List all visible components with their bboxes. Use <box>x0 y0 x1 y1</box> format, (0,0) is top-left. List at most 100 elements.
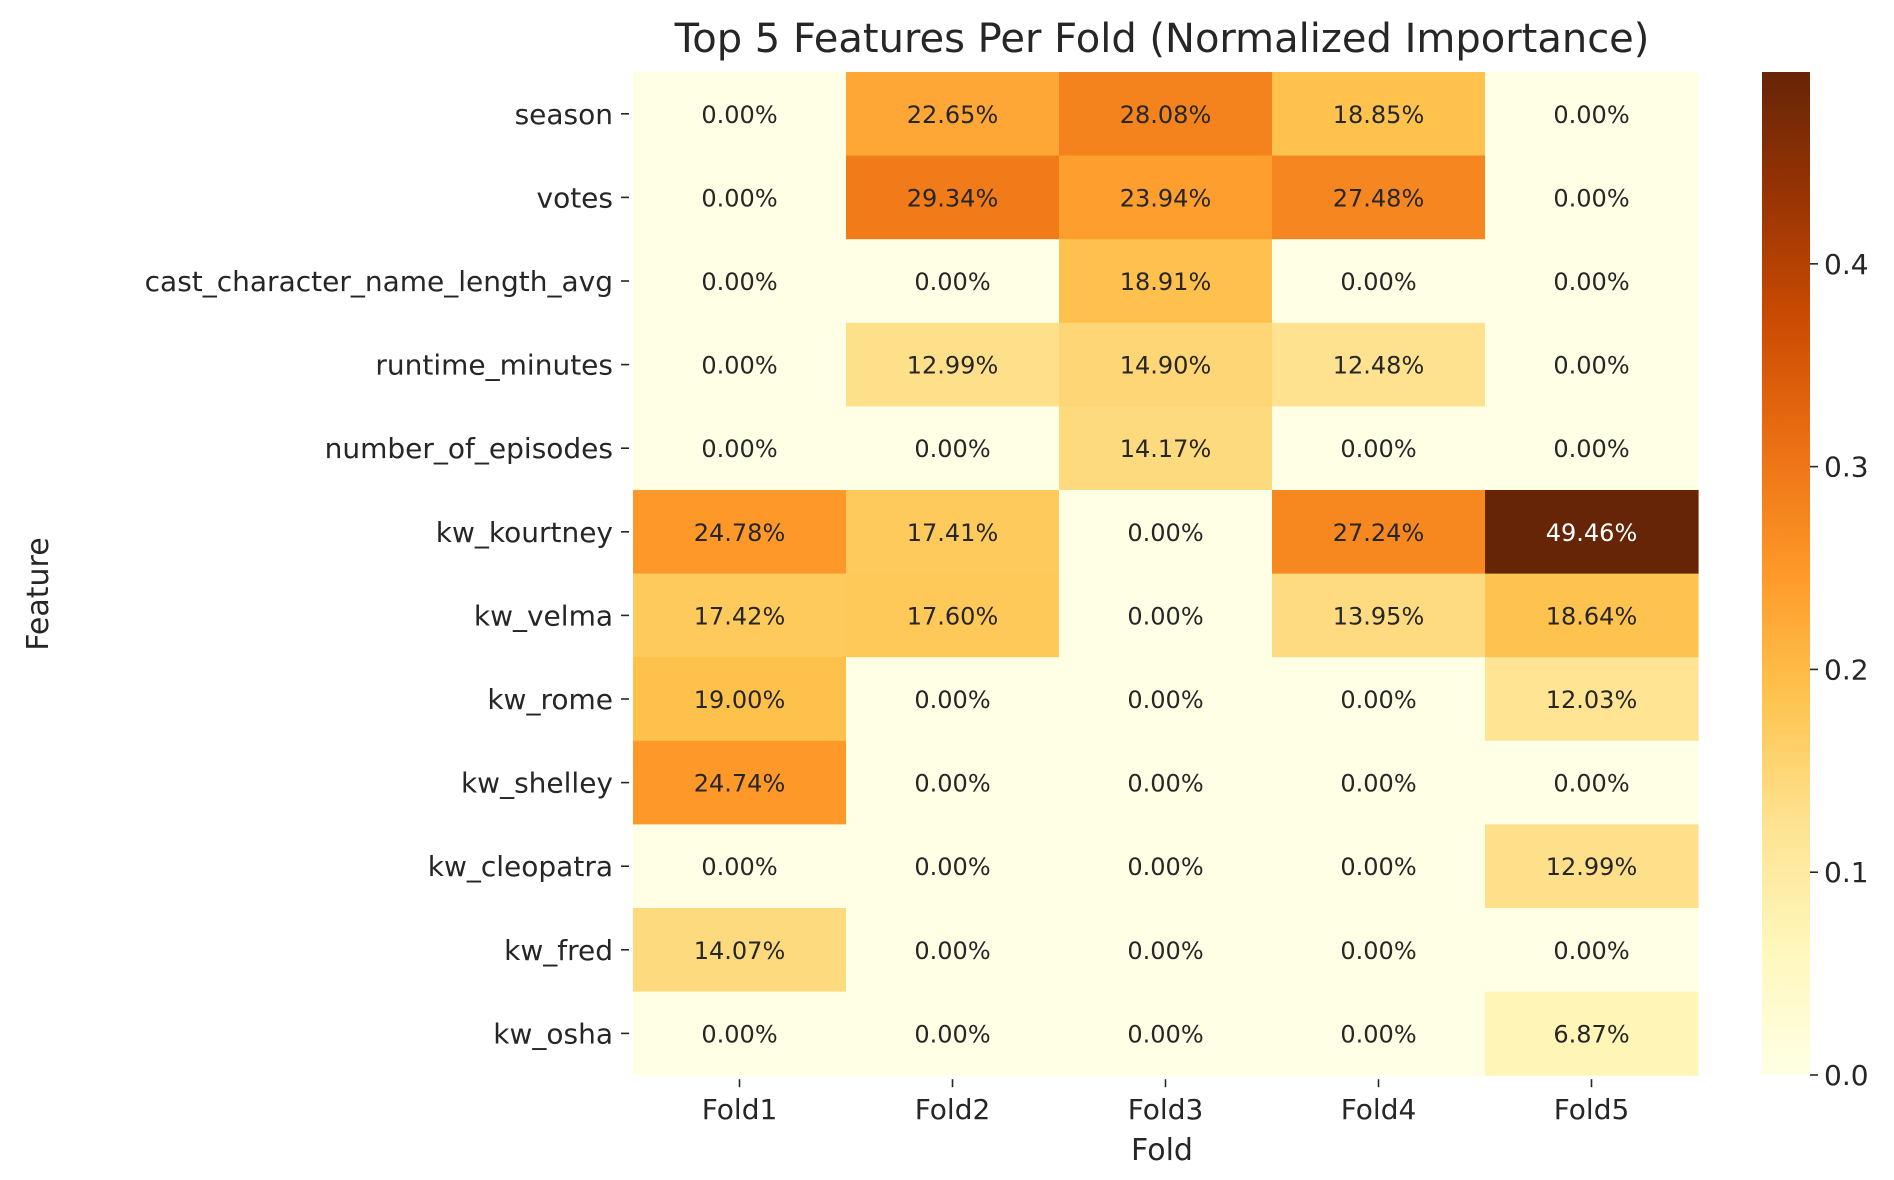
heatmap-cell <box>633 657 847 742</box>
heatmap-cell <box>633 740 847 825</box>
cell-value-label: 0.00% <box>1127 853 1203 881</box>
column-tick-labels: Fold1 Fold2 Fold3 Fold4 Fold5 <box>702 1079 1629 1126</box>
heatmap-cell <box>1272 657 1486 742</box>
column-tick-label: Fold2 <box>915 1093 991 1126</box>
cell-value-label: 0.00% <box>701 435 777 463</box>
cell-value-label: 18.85% <box>1333 101 1425 129</box>
cell-value-label: 22.65% <box>907 101 999 129</box>
cell-value-label: 0.00% <box>701 101 777 129</box>
heatmap-cell <box>846 991 1060 1076</box>
heatmap-cell <box>1485 740 1699 825</box>
cell-value-label: 0.00% <box>1127 937 1203 965</box>
colorbar-tick-label: 0.3 <box>1824 451 1869 484</box>
heatmap-cell <box>1485 657 1699 742</box>
heatmap-cell <box>1485 322 1699 407</box>
cell-value-label: 0.00% <box>914 435 990 463</box>
cell-value-label: 14.90% <box>1120 352 1212 380</box>
heatmap-cell <box>1059 824 1273 909</box>
cell-value-label: 0.00% <box>1340 435 1416 463</box>
row-tick-label: kw_shelley <box>461 767 613 800</box>
cell-value-label: 12.99% <box>907 352 999 380</box>
row-tick-label: kw_kourtney <box>436 516 613 549</box>
heatmap-cell <box>846 322 1060 407</box>
colorbar-tick-label: 0.2 <box>1824 653 1869 686</box>
cell-value-label: 0.00% <box>1127 770 1203 798</box>
heatmap-cell <box>1485 573 1699 658</box>
heatmap-cell <box>1485 490 1699 575</box>
cell-value-label: 0.00% <box>1340 1020 1416 1048</box>
heatmap-cell <box>846 406 1060 491</box>
cell-value-label: 0.00% <box>701 1020 777 1048</box>
heatmap-cell <box>1059 72 1273 157</box>
row-tick-label: kw_velma <box>474 599 613 632</box>
heatmap-cell <box>1059 239 1273 324</box>
cell-value-label: 0.00% <box>1553 101 1629 129</box>
row-tick-label: cast_character_name_length_avg <box>145 265 613 298</box>
cell-value-label: 49.46% <box>1546 519 1638 547</box>
cell-value-label: 0.00% <box>1340 268 1416 296</box>
heatmap-cell <box>1272 322 1486 407</box>
cell-value-label: 0.00% <box>914 853 990 881</box>
cell-value-label: 13.95% <box>1333 602 1425 630</box>
cell-value-label: 12.03% <box>1546 686 1638 714</box>
colorbar-ticks: 0.0 0.1 0.2 0.3 0.4 <box>1810 248 1869 1092</box>
cell-value-label: 0.00% <box>914 770 990 798</box>
heatmap-cell <box>846 155 1060 240</box>
heatmap-cell <box>633 991 847 1076</box>
colorbar-tick-label: 0.4 <box>1824 248 1869 281</box>
heatmap-cell <box>1485 406 1699 491</box>
chart-title: Top 5 Features Per Fold (Normalized Impo… <box>674 16 1650 62</box>
heatmap-cell <box>633 490 847 575</box>
colorbar-tick-label: 0.1 <box>1824 856 1869 889</box>
cell-value-label: 0.00% <box>1553 937 1629 965</box>
heatmap-cell <box>1272 239 1486 324</box>
cell-value-label: 0.00% <box>914 937 990 965</box>
cell-value-label: 0.00% <box>1553 435 1629 463</box>
column-tick-label: Fold3 <box>1128 1093 1204 1126</box>
cell-value-label: 29.34% <box>907 184 999 212</box>
cell-value-label: 18.64% <box>1546 602 1638 630</box>
cell-value-label: 0.00% <box>1127 686 1203 714</box>
heatmap-cell <box>846 490 1060 575</box>
heatmap-cell <box>1272 406 1486 491</box>
heatmap-cell <box>1059 490 1273 575</box>
heatmap-cell <box>1059 322 1273 407</box>
cell-value-label: 27.48% <box>1333 184 1425 212</box>
cell-value-label: 0.00% <box>914 686 990 714</box>
cell-value-label: 17.42% <box>694 602 786 630</box>
heatmap-cell <box>633 908 847 993</box>
heatmap-cell <box>1059 573 1273 658</box>
cell-value-label: 17.41% <box>907 519 999 547</box>
row-tick-label: season <box>515 98 613 131</box>
heatmap-cell <box>1485 155 1699 240</box>
column-tick-label: Fold1 <box>702 1093 778 1126</box>
heatmap-cell <box>846 72 1060 157</box>
heatmap-cell <box>846 657 1060 742</box>
cell-value-label: 0.00% <box>1127 519 1203 547</box>
heatmap-cell <box>1272 155 1486 240</box>
heatmap-cell <box>1485 991 1699 1076</box>
heatmap-cell <box>1485 239 1699 324</box>
heatmap-cell <box>1485 824 1699 909</box>
cell-value-label: 0.00% <box>701 352 777 380</box>
heatmap-cell <box>633 239 847 324</box>
cell-value-label: 0.00% <box>1340 937 1416 965</box>
heatmap-cell <box>1059 406 1273 491</box>
cell-value-label: 0.00% <box>1340 770 1416 798</box>
row-tick-label: kw_fred <box>504 934 613 967</box>
heatmap-cell <box>1272 490 1486 575</box>
row-tick-labels: season votes cast_character_name_length_av… <box>145 98 629 1050</box>
cell-value-label: 24.78% <box>694 519 786 547</box>
heatmap-cell <box>633 573 847 658</box>
cell-value-label: 0.00% <box>701 184 777 212</box>
colorbar-tick-label: 0.0 <box>1824 1059 1869 1092</box>
heatmap-cell <box>633 322 847 407</box>
row-tick-label: kw_cleopatra <box>428 850 613 883</box>
heatmap-cell <box>1059 991 1273 1076</box>
heatmap-cell <box>846 824 1060 909</box>
cell-value-label: 24.74% <box>694 770 786 798</box>
heatmap-cell <box>846 908 1060 993</box>
heatmap-cell <box>1272 72 1486 157</box>
heatmap-cell <box>633 72 847 157</box>
